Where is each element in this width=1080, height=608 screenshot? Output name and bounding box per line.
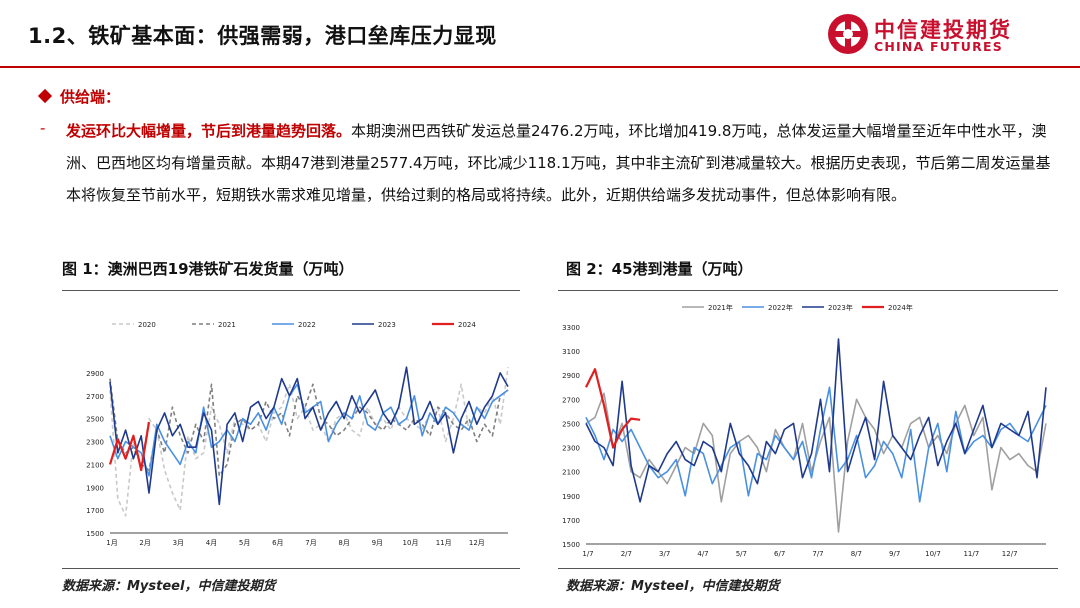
figure-2-source: 数据来源：Mysteel，中信建投期货 [566, 579, 780, 594]
company-logo: 中信建投期货 CHINA FUTURES [826, 12, 1056, 58]
page-title: 1.2、铁矿基本面：供强需弱，港口垒库压力显现 [28, 24, 497, 48]
y-tick-label: 1900 [562, 493, 580, 501]
x-tick-label: 11月 [436, 539, 452, 547]
series-line-2023 [109, 366, 509, 506]
x-tick-label: 7/7 [812, 550, 823, 558]
figure-1-bottom-rule [62, 568, 520, 569]
y-tick-label: 2500 [562, 420, 580, 428]
y-tick-label: 2500 [86, 416, 104, 424]
series-line-2024 [108, 421, 151, 472]
y-tick-label: 2300 [562, 445, 580, 453]
series-line-2023年 [585, 338, 1047, 503]
x-tick-label: 1/7 [582, 550, 593, 558]
logo-cn-text: 中信建投期货 [874, 18, 1012, 42]
y-tick-label: 1700 [86, 507, 104, 515]
series-line-2021 [109, 378, 509, 477]
x-tick-label: 12月 [469, 539, 485, 547]
y-tick-label: 2300 [86, 439, 104, 447]
x-tick-label: 10/7 [925, 550, 941, 558]
legend-label: 2022 [298, 321, 316, 329]
x-tick-label: 6/7 [774, 550, 785, 558]
figure-1-source: 数据来源：Mysteel，中信建投期货 [62, 579, 276, 594]
x-tick-label: 9月 [372, 539, 383, 547]
y-tick-label: 2100 [562, 469, 580, 477]
header-divider [0, 66, 1080, 68]
figure-2-top-rule [558, 290, 1058, 291]
legend-label: 2020 [138, 321, 156, 329]
x-tick-label: 2/7 [621, 550, 632, 558]
x-tick-label: 2月 [139, 539, 150, 547]
figure-2-chart: 1500 1700 1900 2100 2300 2500 2700 2900 3100 3300… [562, 303, 1047, 558]
citic-logo-icon [828, 14, 868, 54]
figure-2-title: 图 2：45港到港量（万吨） [566, 260, 753, 278]
y-tick-label: 2700 [562, 396, 580, 404]
paragraph-highlight: 发运环比大幅增量，节后到港量趋势回落。 [66, 122, 352, 140]
series-line-2020 [109, 367, 509, 517]
x-tick-label: 4月 [206, 539, 217, 547]
x-tick-label: 11/7 [963, 550, 979, 558]
legend-label: 2023年 [828, 303, 853, 312]
legend-label: 2022年 [768, 303, 793, 312]
y-tick-label: 1700 [562, 517, 580, 525]
y-tick-label: 2900 [86, 370, 104, 378]
series-line-2024年 [585, 368, 641, 449]
supply-paragraph: 发运环比大幅增量，节后到港量趋势回落。本期澳洲巴西铁矿发运总量2476.2万吨，… [66, 115, 1056, 211]
y-tick-label: 1900 [86, 484, 104, 492]
x-tick-label: 8/7 [851, 550, 862, 558]
logo-en-text: CHINA FUTURES [874, 39, 1003, 54]
x-tick-label: 5/7 [736, 550, 747, 558]
y-tick-label: 2700 [86, 393, 104, 401]
y-tick-label: 3100 [562, 348, 580, 356]
y-tick-label: 3300 [562, 324, 580, 332]
y-tick-label: 2900 [562, 372, 580, 380]
x-tick-label: 6月 [272, 539, 283, 547]
y-tick-label: 2100 [86, 461, 104, 469]
x-tick-label: 10月 [403, 539, 419, 547]
figure-1-top-rule [62, 290, 520, 291]
legend-label: 2024 [458, 321, 476, 329]
figure-2-bottom-rule [558, 568, 1058, 569]
y-tick-label: 1500 [86, 530, 104, 538]
x-tick-label: 1月 [106, 539, 117, 547]
diamond-bullet-icon [37, 88, 53, 104]
figure-1-chart: 1500 1700 1900 2100 2300 2500 2700 2900 1月 2月 3月 4月… [86, 321, 509, 547]
legend-label: 2021 [218, 321, 236, 329]
x-tick-label: 7月 [305, 539, 316, 547]
y-tick-label: 1500 [562, 541, 580, 549]
paragraph-body: 本期澳洲巴西铁矿发运总量2476.2万吨，环比增加419.8万吨，总体发运量大幅… [66, 122, 1051, 204]
section-heading: 供给端： [37, 86, 121, 107]
x-tick-label: 9/7 [889, 550, 900, 558]
bullet-dash: - [40, 119, 46, 137]
section-heading-text: 供给端： [60, 88, 121, 106]
legend-label: 2023 [378, 321, 396, 329]
x-tick-label: 8月 [338, 539, 349, 547]
series-line-2021年 [585, 392, 1047, 533]
figure-1-title: 图 1：澳洲巴西19港铁矿石发货量（万吨） [62, 260, 354, 278]
series-line-2022年 [585, 386, 1047, 503]
legend-label: 2024年 [888, 303, 913, 312]
series-line-2022 [109, 383, 509, 477]
x-tick-label: 4/7 [697, 550, 708, 558]
x-tick-label: 3/7 [659, 550, 670, 558]
x-tick-label: 3月 [173, 539, 184, 547]
legend-label: 2021年 [708, 303, 733, 312]
x-tick-label: 12/7 [1002, 550, 1018, 558]
x-tick-label: 5月 [239, 539, 250, 547]
